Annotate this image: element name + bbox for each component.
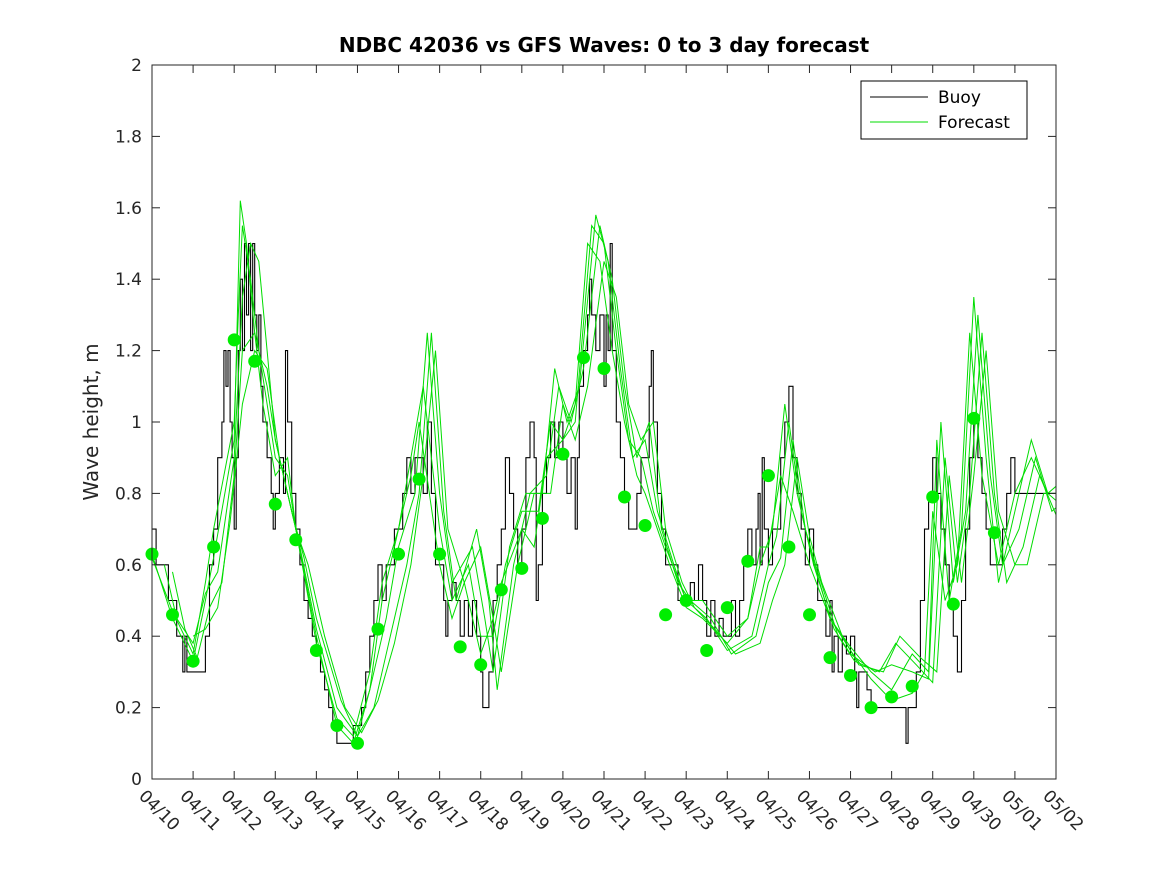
forecast-marker-4	[207, 540, 221, 554]
forecast-marker-42	[987, 526, 1001, 540]
forecast-marker-20	[535, 511, 549, 525]
y-tick-label: 1.4	[115, 270, 142, 290]
forecast-marker-9	[309, 644, 323, 657]
forecast-marker-10	[330, 719, 344, 732]
forecast-marker-3	[186, 654, 200, 668]
forecast-line-5	[192, 261, 1056, 734]
forecast-marker-12	[371, 622, 385, 636]
forecast-marker-38	[905, 679, 919, 693]
plot-clip-group	[152, 200, 1056, 745]
x-tick-label: 05/02	[1038, 786, 1087, 835]
forecast-marker-5	[227, 333, 241, 347]
forecast-marker-41	[967, 411, 981, 425]
forecast-marker-30	[741, 554, 755, 568]
forecast-marker-13	[392, 547, 405, 561]
legend-buoy-label: Buoy	[938, 88, 981, 108]
x-tick-label: 04/25	[751, 786, 800, 835]
x-tick-label: 04/10	[134, 786, 183, 835]
y-tick-label: 2	[131, 56, 142, 76]
y-tick-label: 1	[131, 413, 142, 433]
x-tick-label: 04/24	[710, 786, 759, 835]
forecast-marker-25	[638, 519, 652, 532]
chart-title: NDBC 42036 vs GFS Waves: 0 to 3 day fore…	[339, 33, 870, 57]
y-tick-label: 0.2	[115, 699, 142, 719]
x-tick-label: 04/29	[915, 786, 964, 835]
x-tick-label: 04/16	[381, 786, 430, 835]
x-tick-label: 05/01	[997, 786, 1046, 835]
forecast-marker-27	[679, 594, 693, 607]
y-tick-label: 0.4	[115, 627, 142, 647]
forecast-marker-16	[453, 640, 467, 654]
legend-box	[860, 80, 1028, 140]
forecast-marker-31	[761, 469, 775, 483]
forecast-marker-26	[659, 608, 673, 622]
forecast-marker-11	[351, 736, 364, 750]
x-tick-label: 04/17	[422, 786, 471, 835]
x-tick-label: 04/18	[463, 786, 512, 835]
forecast-marker-15	[433, 547, 447, 561]
forecast-marker-37	[885, 690, 899, 704]
forecast-marker-6	[248, 354, 262, 368]
forecast-marker-18	[494, 583, 508, 597]
forecast-marker-23	[597, 362, 611, 375]
x-tick-label: 04/11	[176, 786, 225, 835]
forecast-marker-33	[803, 608, 816, 622]
forecast-marker-40	[946, 597, 960, 611]
x-tick-label: 04/20	[545, 786, 594, 835]
forecast-marker-29	[720, 601, 734, 615]
forecast-marker-32	[782, 540, 796, 554]
forecast-marker-14	[412, 472, 426, 486]
y-tick-label: 1.6	[115, 199, 142, 219]
x-tick-label: 04/27	[833, 786, 882, 835]
forecast-marker-21	[556, 447, 570, 461]
x-tick-label: 04/15	[340, 786, 389, 835]
y-axis-label: Wave height, m	[79, 343, 103, 500]
y-tick-label: 0	[131, 770, 142, 790]
x-tick-label: 04/19	[504, 786, 553, 835]
y-tick-label: 0.8	[115, 484, 142, 504]
x-tick-label: 04/28	[874, 786, 923, 835]
x-tick-label: 04/23	[669, 786, 718, 835]
plot-area	[152, 65, 1056, 779]
forecast-marker-8	[289, 533, 303, 547]
x-tick-label: 04/21	[586, 786, 635, 835]
forecast-marker-22	[577, 351, 590, 365]
forecast-line-2	[152, 224, 1056, 738]
forecast-marker-7	[268, 497, 282, 511]
forecast-marker-28	[700, 644, 714, 657]
forecast-marker-17	[474, 658, 488, 672]
forecast-marker-34	[823, 651, 837, 665]
legend: Buoy Forecast	[860, 80, 1028, 140]
y-tick-label: 0.6	[115, 556, 142, 576]
forecast-marker-36	[864, 701, 878, 715]
legend-forecast-label: Forecast	[938, 113, 1010, 133]
forecast-marker-2	[166, 608, 179, 622]
forecast-marker-35	[844, 669, 857, 682]
x-tick-label: 04/14	[299, 786, 348, 835]
x-tick-label: 04/30	[956, 786, 1005, 835]
x-tick-label: 04/12	[217, 786, 266, 835]
y-tick-label: 1.2	[115, 342, 142, 362]
series-layer	[145, 200, 1056, 750]
forecast-marker-39	[926, 490, 940, 504]
x-tick-label: 04/13	[258, 786, 307, 835]
x-tick-label: 04/22	[628, 786, 677, 835]
forecast-marker-24	[618, 490, 631, 504]
x-tick-label: 04/26	[792, 786, 841, 835]
y-tick-label: 1.8	[115, 127, 142, 147]
forecast-marker-19	[515, 561, 529, 575]
